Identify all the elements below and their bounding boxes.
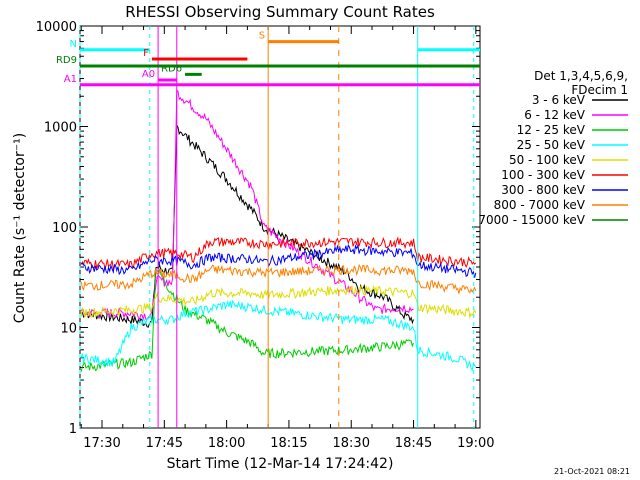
- legend-label-6: 300 - 800 keV: [501, 183, 585, 197]
- legend-header-line-1: Det 1,3,4,5,6,9,: [534, 69, 628, 83]
- x-tick-label: 17:30: [83, 436, 120, 451]
- date-stamp: 21-Oct-2021 08:21: [554, 467, 630, 476]
- flag-label-a1: A1: [64, 74, 77, 85]
- legend-label-5: 100 - 300 keV: [501, 168, 585, 182]
- legend-label-7: 800 - 7000 keV: [494, 198, 586, 212]
- legend-label-2: 12 - 25 keV: [517, 123, 586, 137]
- legend-label-4: 50 - 100 keV: [509, 153, 586, 167]
- flag-label-rd6: RD6: [161, 63, 182, 74]
- legend-label-8: 7000 - 15000 keV: [478, 213, 585, 227]
- flag-label-f: F: [143, 48, 149, 59]
- chart-title: RHESSI Observing Summary Count Rates: [125, 3, 435, 21]
- flag-label-rd9: RD9: [56, 55, 77, 66]
- y-tick-label: 10000: [36, 20, 77, 35]
- y-tick-label: 10: [60, 322, 77, 337]
- legend-header-line-2: FDecim 1: [571, 83, 628, 97]
- legend-label-1: 6 - 12 keV: [524, 108, 586, 122]
- x-tick-label: 18:00: [208, 436, 245, 451]
- series-line-6: [80, 243, 477, 278]
- y-tick-label: 100: [52, 221, 77, 236]
- flag-label-a0: A0: [142, 69, 155, 80]
- x-tick-label: 18:30: [333, 436, 370, 451]
- series-line-4: [80, 284, 477, 319]
- x-tick-label: 17:45: [146, 436, 183, 451]
- y-tick-label: 1: [69, 422, 77, 437]
- x-tick-label: 19:00: [457, 436, 494, 451]
- flag-label-s: S: [259, 31, 265, 42]
- legend-label-0: 3 - 6 keV: [532, 93, 586, 107]
- series-line-5: [80, 236, 477, 271]
- series-line-0: [81, 123, 414, 328]
- y-axis-label: Count Rate (s⁻¹ detector⁻¹): [12, 133, 28, 323]
- flag-label-n: N: [70, 39, 77, 50]
- x-tick-label: 18:15: [270, 436, 307, 451]
- series-line-2: [80, 268, 414, 372]
- x-axis-label: Start Time (12-Mar-14 17:24:42): [167, 456, 394, 472]
- y-tick-label: 1000: [44, 121, 77, 136]
- plot-area: 1 10 100 1000 10000 17:30 17:45 18:00 18:15 18:30…: [36, 20, 495, 451]
- legend-label-3: 25 - 50 keV: [517, 138, 586, 152]
- x-tick-label: 18:45: [395, 436, 432, 451]
- series-line-7: [80, 263, 477, 294]
- series-line-3: [80, 299, 477, 372]
